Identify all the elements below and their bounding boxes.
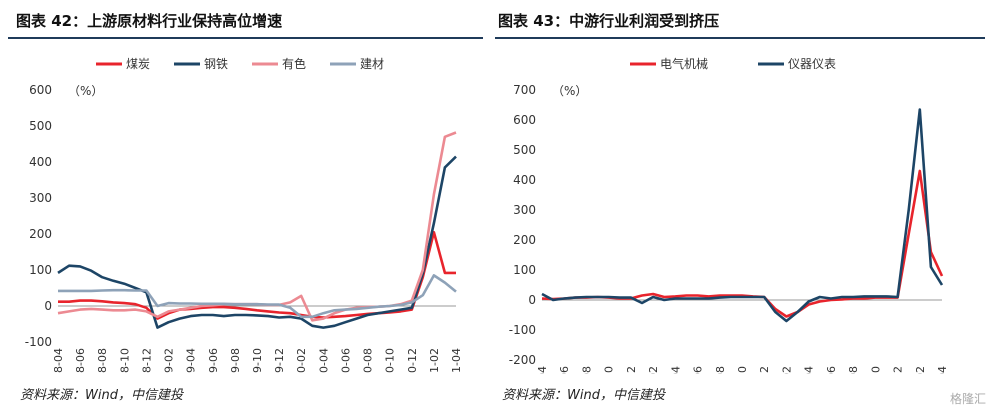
right-chart-series-line xyxy=(541,108,944,323)
left-chart-series-line xyxy=(57,155,457,329)
left-chart-xtick-label: 2021-02 xyxy=(428,348,441,374)
right-chart-xtick-label: 2018-10 xyxy=(603,366,616,374)
left-chart-xtick-label: 2018-06 xyxy=(74,348,87,374)
left-chart-xtick-label: 2020-10 xyxy=(384,348,397,374)
left-chart-legend-label: 建材 xyxy=(360,57,384,71)
left-chart-legend-label: 有色 xyxy=(282,57,306,71)
right-chart-ytick-label: 700 xyxy=(513,83,536,97)
left-chart-xtick-label: 2019-02 xyxy=(163,348,176,374)
title-rule-left xyxy=(8,37,483,39)
right-chart-xtick-label: 2020-12 xyxy=(892,366,905,374)
left-chart-xtick-label: 2018-08 xyxy=(96,348,109,374)
left-chart-xtick-label: 2020-02 xyxy=(295,348,308,374)
right-chart-ytick-label: 500 xyxy=(513,143,536,157)
right-chart-xtick-label: 2019-04 xyxy=(669,366,682,374)
left-chart-xtick-label: 2020-06 xyxy=(339,348,352,374)
right-chart-xtick-label: 2020-08 xyxy=(847,366,860,374)
right-chart-ytick-label: 0 xyxy=(528,293,536,307)
left-chart-legend-label: 煤炭 xyxy=(126,57,150,71)
left-chart-xtick-label: 2019-06 xyxy=(207,348,220,374)
right-chart-xtick-label: 2018-04 xyxy=(536,366,549,374)
left-chart-xtick-label: 2019-12 xyxy=(273,348,286,374)
right-chart-ytick-label: 300 xyxy=(513,203,536,217)
right-chart-ytick-label: -100 xyxy=(509,323,536,337)
source-note-right: 资料来源：Wind，中信建投 xyxy=(502,388,665,403)
right-chart-xtick-label: 2021-04 xyxy=(936,366,949,374)
right-chart-xtick-label: 2018-06 xyxy=(558,366,571,374)
right-chart-xtick-label: 2019-12 xyxy=(758,366,771,374)
right-chart-unit-label: （%） xyxy=(552,84,587,98)
right-chart-ytick-label: -200 xyxy=(509,353,536,367)
left-chart-xtick-label: 2019-04 xyxy=(185,348,198,374)
left-chart-unit-label: （%） xyxy=(68,84,103,98)
title-rule-right xyxy=(495,37,985,39)
watermark: 格隆汇 xyxy=(949,392,986,406)
left-chart-ytick-label: 500 xyxy=(29,119,52,133)
left-chart-xtick-label: 2020-04 xyxy=(317,348,330,374)
right-chart-xtick-label: 2018-12 xyxy=(625,366,638,374)
right-chart-legend-label: 电气机械 xyxy=(660,56,708,71)
right-chart-xtick-label: 2020-04 xyxy=(803,366,816,374)
right-chart-xtick-label: 2019-08 xyxy=(714,366,727,374)
right-chart-xtick-label: 2021-02 xyxy=(914,366,927,374)
left-chart-xtick-label: 2018-10 xyxy=(118,348,131,374)
left-chart-series-line xyxy=(58,274,457,319)
left-chart-xtick-label: 2019-08 xyxy=(229,348,242,374)
left-chart-xtick-label: 2018-12 xyxy=(140,348,153,374)
right-chart-legend-label: 仪器仪表 xyxy=(788,57,836,71)
line-chart-midstream: （%） -200 -100 0 100 200 300 400 500 600 700 2018-04… xyxy=(509,56,949,374)
right-chart-ytick-label: 200 xyxy=(513,233,536,247)
right-chart-xtick-label: 2020-06 xyxy=(825,366,838,374)
left-chart-xtick-label: 2018-04 xyxy=(52,348,65,374)
right-chart-series-line xyxy=(541,169,944,318)
right-chart-ytick-label: 400 xyxy=(513,173,536,187)
right-chart-ytick-label: 600 xyxy=(513,113,536,127)
source-note-left: 资料来源：Wind，中信建投 xyxy=(20,388,183,403)
right-chart-xtick-label: 2018-08 xyxy=(580,366,593,374)
right-chart-xtick-label: 2019-06 xyxy=(692,366,705,374)
left-chart-ytick-label: 100 xyxy=(29,263,52,277)
chart-title-left: 图表 42：上游原材料行业保持高位增速 xyxy=(16,12,283,30)
left-chart-ytick-label: 300 xyxy=(29,191,52,205)
chart-title-right: 图表 43：中游行业利润受到挤压 xyxy=(498,12,720,30)
right-chart-xtick-label: 2019-02 xyxy=(647,366,660,374)
right-chart-xtick-label: 2020-10 xyxy=(869,366,882,374)
left-chart-xtick-label: 2021-04 xyxy=(450,348,463,374)
left-chart-xtick-label: 2020-08 xyxy=(362,348,375,374)
left-chart-ytick-label: -100 xyxy=(25,335,52,349)
left-chart-ytick-label: 400 xyxy=(29,155,52,169)
left-chart-ytick-label: 0 xyxy=(44,299,52,313)
right-chart-xtick-label: 2019-10 xyxy=(736,366,749,374)
right-chart-ytick-label: 100 xyxy=(513,263,536,277)
left-chart-legend-label: 钢铁 xyxy=(204,57,228,71)
left-chart-ytick-label: 600 xyxy=(29,83,52,97)
left-chart-series-line xyxy=(57,131,457,322)
line-chart-upstream: （%） -100 0 100 200 300 400 500 600 2018-04 2018-06… xyxy=(25,57,463,374)
right-chart-xtick-label: 2020-02 xyxy=(780,366,793,374)
left-chart-xtick-label: 2019-10 xyxy=(251,348,264,374)
left-chart-xtick-label: 2020-12 xyxy=(406,348,419,374)
left-chart-ytick-label: 200 xyxy=(29,227,52,241)
